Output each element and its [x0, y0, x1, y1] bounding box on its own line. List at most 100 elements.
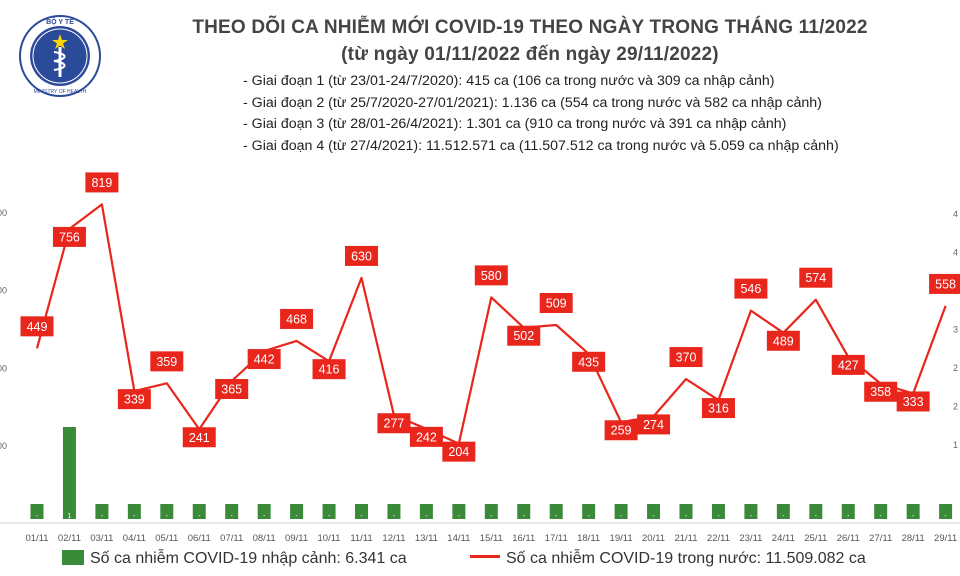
bar — [874, 504, 888, 519]
bar — [419, 504, 433, 519]
x-tick-label: 18/11 — [577, 533, 600, 544]
line-label-text: 242 — [416, 430, 437, 444]
x-tick-label: 23/11 — [739, 533, 762, 544]
line-label-box — [247, 349, 281, 370]
bar — [160, 504, 174, 519]
line-data-label: 630 — [345, 245, 378, 266]
line-label-box — [637, 414, 671, 435]
bar-label: - — [782, 513, 785, 520]
logo-text-top: BỘ Y TẾ — [46, 16, 74, 26]
right-tick-label: 4 — [953, 209, 958, 219]
left-tick-label: 800 — [0, 208, 7, 218]
line-data-label: 365 — [215, 379, 249, 400]
line-label-text: 241 — [189, 431, 210, 445]
bar-label: - — [263, 513, 266, 520]
line-label-box — [345, 245, 378, 266]
legend-line: Số ca nhiễm COVID-19 trong nước: 11.509.… — [470, 550, 866, 568]
line-data-label: 468 — [280, 308, 314, 329]
bar-label: - — [912, 513, 915, 520]
bar-label: - — [750, 513, 753, 520]
x-tick-label: 13/11 — [415, 533, 438, 544]
line-data-label: 546 — [734, 278, 768, 299]
line-label-box — [474, 265, 508, 286]
bar-label: - — [166, 513, 169, 520]
right-tick-label: 4 — [953, 248, 958, 258]
bar-label: - — [458, 513, 461, 520]
line-data-label: 204 — [442, 441, 476, 462]
line-label-box — [507, 325, 541, 346]
line-label-text: 435 — [578, 355, 599, 369]
line-label-text: 316 — [708, 402, 729, 416]
line-label-box — [766, 330, 800, 351]
bar — [30, 504, 44, 519]
line-label-box — [896, 391, 930, 412]
bar — [290, 504, 304, 519]
line-label-text: 416 — [319, 363, 340, 377]
bar — [322, 504, 336, 519]
chart-subtitle: (từ ngày 01/11/2022 đến ngày 29/11/2022) — [341, 44, 719, 65]
line-label-box — [442, 441, 476, 462]
bar — [647, 504, 661, 519]
line-label-text: 489 — [773, 334, 794, 348]
line-label-box — [799, 267, 833, 288]
line-label-text: 442 — [254, 353, 275, 367]
line-label-text: 204 — [448, 445, 469, 459]
line-label-text: 558 — [935, 277, 956, 291]
x-tick-label: 14/11 — [447, 533, 470, 544]
phase-note-1: - Giai đoạn 1 (từ 23/01-24/7/2020): 415 … — [243, 73, 775, 89]
line-label-box — [20, 316, 54, 337]
line-data-label: 574 — [799, 267, 833, 288]
bar — [62, 427, 76, 519]
bar — [484, 504, 498, 519]
right-tick-label: 2 — [953, 402, 958, 412]
line-label-text: 274 — [643, 418, 664, 432]
x-tick-label: 17/11 — [545, 533, 568, 544]
logo-text-bottom: MINISTRY OF HEALTH — [34, 89, 87, 95]
right-tick-label: 3 — [953, 325, 958, 335]
x-tick-label: 09/11 — [285, 533, 308, 544]
x-tick-label: 29/11 — [934, 533, 957, 544]
line-label-text: 756 — [59, 230, 80, 244]
line-label-box — [539, 292, 573, 313]
bar-label: - — [36, 513, 39, 520]
left-tick-label: 200 — [0, 441, 7, 451]
line-data-label: 819 — [85, 172, 119, 193]
line-data-label: 259 — [604, 420, 638, 441]
bar — [517, 504, 531, 519]
bar-label: - — [815, 513, 818, 520]
line-label-box — [864, 381, 898, 402]
line-label-box — [377, 413, 411, 434]
line-data-label: 370 — [669, 347, 703, 368]
x-tick-label: 05/11 — [155, 533, 178, 544]
legend-bar-label: Số ca nhiễm COVID-19 nhập cảnh: 6.341 ca — [90, 550, 407, 567]
bar — [95, 504, 109, 519]
bar — [841, 504, 855, 519]
legend-line-swatch — [470, 555, 500, 558]
line-label-text: 370 — [676, 351, 697, 365]
left-tick-label: 600 — [0, 286, 7, 296]
line-label-box — [85, 172, 119, 193]
line-data-label: 449 — [20, 316, 54, 337]
bar-label: - — [717, 513, 720, 520]
line-label-text: 468 — [286, 312, 307, 326]
bar-label: - — [652, 513, 655, 520]
line-label-box — [312, 359, 346, 380]
line-label-box — [831, 354, 865, 375]
x-tick-label: 06/11 — [188, 533, 211, 544]
x-tick-label: 24/11 — [772, 533, 795, 544]
line-label-box — [280, 308, 314, 329]
left-axis: 200 400 600 800 — [0, 208, 7, 451]
bar — [355, 504, 368, 519]
line-data-label: 359 — [150, 351, 184, 372]
x-tick-label: 08/11 — [253, 533, 276, 544]
bar-label: - — [393, 513, 396, 520]
x-tick-label: 19/11 — [610, 533, 633, 544]
right-axis: 1223344 — [953, 209, 958, 450]
line-label-box — [734, 278, 768, 299]
bar-label: - — [101, 513, 104, 520]
ministry-of-health-logo: BỘ Y TẾ MINISTRY OF HEALTH — [19, 15, 101, 97]
line-label-box — [215, 379, 249, 400]
bar-label: - — [490, 513, 493, 520]
line-label-box — [929, 273, 960, 294]
